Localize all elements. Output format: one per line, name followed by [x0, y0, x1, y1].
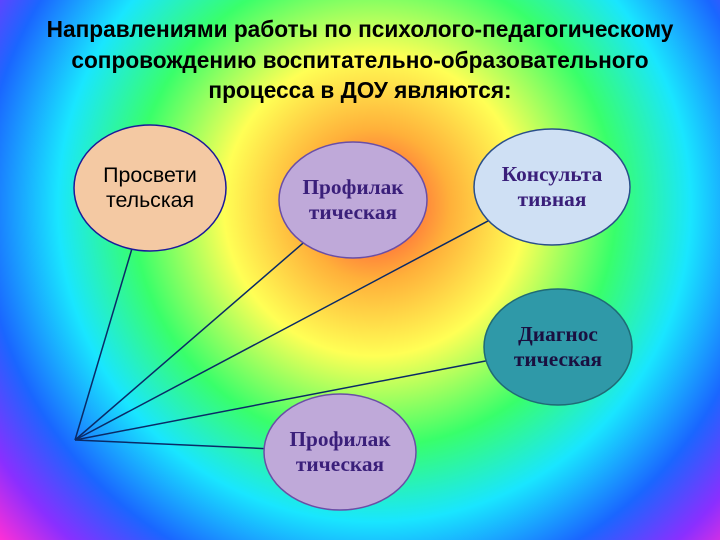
slide-stage: Направлениями работы по психолого-педаго…: [0, 0, 720, 540]
diagram-node-text: Просветительская: [103, 163, 197, 212]
diagram-node-text: Профилактическая: [289, 427, 390, 476]
diagram-node-label: Просветительская: [74, 125, 226, 251]
diagram-node-label: Диагностическая: [484, 289, 632, 405]
diagram-node-label: Профилактическая: [279, 142, 427, 258]
diagram-node-text: Профилактическая: [302, 175, 403, 224]
diagram-node-text: Консультативная: [502, 162, 603, 211]
diagram-node-label: Консультативная: [474, 129, 630, 245]
diagram-node-label: Профилактическая: [264, 394, 416, 510]
diagram-node-text: Диагностическая: [514, 322, 602, 371]
